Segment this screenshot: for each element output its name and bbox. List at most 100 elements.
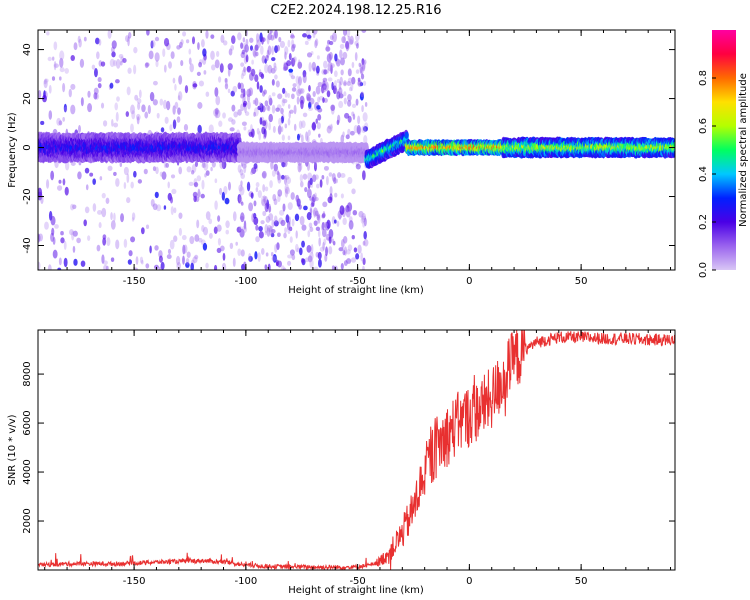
- spectrogram-point: [224, 83, 229, 90]
- spectrogram-point: [292, 83, 297, 88]
- spectrogram-point: [326, 44, 330, 51]
- spectrogram-point: [78, 38, 82, 48]
- spectrogram-point: [84, 167, 90, 174]
- spectrogram-point: [215, 95, 221, 106]
- spectrogram-point: [287, 92, 290, 99]
- spectrogram-point: [229, 242, 234, 250]
- spectrogram-point: [93, 92, 98, 100]
- spectrogram-point: [174, 83, 177, 91]
- spectrogram-point: [307, 129, 311, 136]
- spectrogram-point: [78, 161, 82, 166]
- spectrogram-point: [342, 250, 346, 256]
- spectrogram-point: [45, 179, 50, 189]
- spectrogram-point: [126, 197, 131, 204]
- spectrogram-point: [322, 201, 328, 208]
- spectrogram-point: [237, 248, 242, 257]
- spectrogram-point: [301, 240, 305, 248]
- spectrogram-point: [340, 57, 345, 66]
- spectrogram-point: [298, 162, 303, 171]
- spectrogram-point: [259, 85, 263, 93]
- spectrogram-point: [56, 117, 61, 126]
- spectrogram-point: [167, 248, 172, 255]
- spectrogram-point: [115, 79, 120, 84]
- spectrogram-point: [77, 35, 81, 43]
- spectrogram-point: [284, 227, 288, 233]
- spectrogram-point: [53, 63, 59, 68]
- spectrogram-point: [271, 104, 276, 114]
- spectrogram-point: [152, 166, 157, 172]
- spectrogram-point: [52, 236, 56, 245]
- spectrogram-point: [83, 36, 87, 42]
- spectrogram-point: [102, 234, 107, 240]
- spectrogram-point: [176, 116, 181, 123]
- spectrogram-point: [364, 102, 368, 107]
- spectrogram-point: [265, 252, 269, 257]
- spectrogram-point: [178, 212, 183, 219]
- spectrogram-point: [272, 125, 276, 134]
- spectrogram-point: [222, 40, 228, 46]
- spectrogram-point: [48, 84, 52, 94]
- spectrogram-point: [190, 262, 194, 270]
- spectrogram-point: [309, 251, 314, 261]
- spectrogram-point: [214, 107, 219, 115]
- spectrogram-point: [135, 256, 139, 265]
- spectrogram-point: [249, 45, 253, 51]
- spectrogram-point: [166, 100, 171, 111]
- spectrogram-point: [56, 185, 63, 191]
- spectrogram-point: [264, 63, 269, 74]
- spectrogram-point: [96, 210, 103, 215]
- spectrogram-point: [362, 112, 368, 122]
- spectrogram-point: [241, 121, 247, 126]
- spectrogram-point: [72, 245, 76, 253]
- spectrogram-point: [240, 73, 244, 80]
- spectrogram-point: [317, 113, 322, 121]
- spectrogram-point: [182, 244, 186, 255]
- spectrogram-point: [177, 91, 183, 101]
- spectrogram-point: [294, 213, 300, 222]
- spectrogram-point: [63, 257, 68, 268]
- spectrogram-point: [221, 191, 225, 201]
- spectrogram-point: [111, 118, 114, 127]
- spectrogram-point: [261, 170, 267, 179]
- spectrogram-point: [343, 97, 347, 105]
- spectrogram-point: [255, 224, 259, 231]
- spectrogram-point: [218, 120, 223, 127]
- spectrogram-point: [84, 206, 90, 214]
- spectrogram-point: [288, 68, 294, 73]
- spectrogram-point: [73, 258, 78, 266]
- spectrogram-point: [281, 134, 285, 141]
- spectrogram-point: [297, 59, 301, 70]
- spectrogram-point: [211, 64, 216, 71]
- spectrogram-point: [58, 179, 62, 184]
- spectrogram-point: [273, 215, 278, 223]
- spectrogram-point: [298, 88, 303, 95]
- spectrogram-point: [314, 162, 318, 169]
- spectrogram-point: [264, 186, 269, 192]
- spectrogram-point: [254, 251, 258, 260]
- spectrogram-point: [224, 78, 228, 87]
- spectrogram-point: [170, 174, 176, 179]
- spectrogram-point: [163, 205, 167, 210]
- spectrogram-point: [83, 219, 87, 227]
- spectrogram-point: [101, 207, 107, 218]
- spectrogram-point: [191, 169, 195, 175]
- spectrogram-point: [317, 251, 322, 260]
- spectrogram-point: [122, 57, 127, 63]
- spectrogram-point: [264, 230, 268, 236]
- spectrogram-point: [351, 188, 356, 195]
- spectrogram-point: [306, 162, 311, 171]
- spectrogram-point: [70, 55, 75, 62]
- spectrogram-point: [64, 68, 69, 74]
- spectrogram-point: [102, 120, 108, 127]
- spectrogram-point: [304, 257, 310, 263]
- spectrogram-point: [275, 80, 280, 88]
- spectrogram-point: [251, 59, 254, 65]
- spectrogram-point: [197, 188, 201, 198]
- spectrogram-point: [128, 250, 133, 257]
- spectrogram-point: [184, 85, 189, 94]
- spectrogram-point: [62, 82, 66, 93]
- spectrogram-point: [315, 85, 321, 95]
- spectrogram-point: [284, 91, 288, 98]
- spectrogram-point: [202, 57, 207, 65]
- spectrogram-point: [146, 30, 150, 36]
